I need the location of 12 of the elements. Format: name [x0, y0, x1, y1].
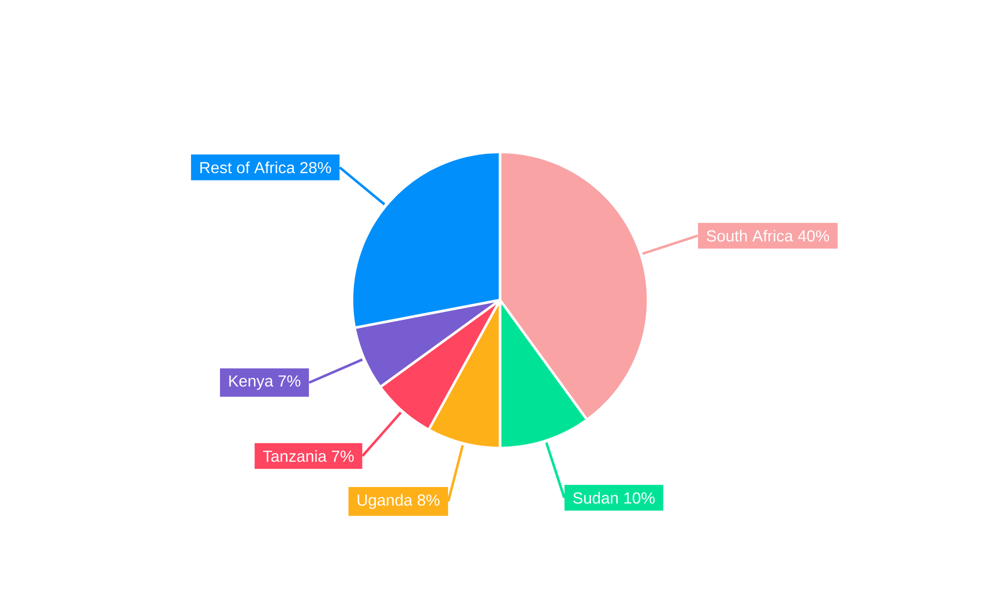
slice-label: Kenya — [229, 375, 274, 390]
slice-label: Sudan — [573, 492, 618, 504]
data-label: 8% — [418, 494, 440, 506]
slice-label: Rest of Africa — [200, 162, 296, 174]
data-label: 7% — [332, 450, 354, 462]
slice-label: Uganda — [358, 494, 412, 509]
slice-label: Tanzania — [263, 450, 327, 462]
data-label: 40% — [798, 230, 830, 242]
data-label: 10% — [624, 492, 655, 504]
slice-label: South Africa — [706, 230, 794, 242]
data-label: 7% — [278, 375, 300, 387]
data-label: 28% — [300, 162, 331, 174]
